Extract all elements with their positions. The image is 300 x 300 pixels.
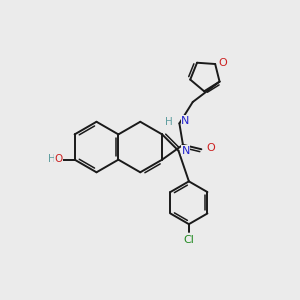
Text: H: H [48,154,55,164]
Text: N: N [181,116,190,126]
Text: O: O [207,143,215,153]
Text: N: N [182,146,190,156]
Text: H: H [165,117,173,127]
Text: O: O [219,58,227,68]
Text: O: O [54,154,62,164]
Text: Cl: Cl [184,236,194,245]
